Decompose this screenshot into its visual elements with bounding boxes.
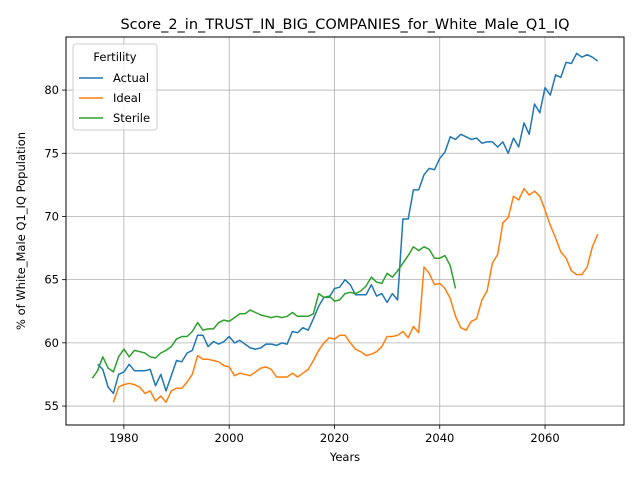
legend-label-sterile: Sterile [113, 111, 150, 125]
y-axis-ticks: 55 60 65 70 75 80 [44, 83, 66, 413]
x-tick-label: 2060 [530, 431, 559, 445]
x-tick-label: 2000 [215, 431, 244, 445]
legend: Fertility Actual Ideal Sterile [72, 43, 158, 131]
y-tick-label: 70 [44, 209, 59, 223]
chart-title: Score_2_in_TRUST_IN_BIG_COMPANIES_for_Wh… [120, 17, 569, 33]
legend-label-ideal: Ideal [113, 91, 141, 105]
y-axis-label: % of White_Male Q1_IQ Population [14, 132, 28, 330]
grid-lines [66, 37, 624, 425]
y-tick-label: 60 [44, 336, 59, 350]
x-axis-label: Years [329, 450, 360, 464]
series-line-actual [97, 52, 599, 395]
series-line-ideal [112, 187, 599, 404]
legend-label-actual: Actual [113, 71, 149, 85]
x-axis-ticks: 1980 2000 2020 2040 2060 [109, 425, 560, 445]
data-series [91, 52, 599, 404]
legend-items: Actual Ideal Sterile [79, 71, 150, 125]
x-tick-label: 2040 [425, 431, 454, 445]
y-tick-label: 75 [44, 146, 59, 160]
series-line-sterile [91, 246, 457, 379]
legend-box [72, 43, 158, 131]
x-tick-label: 1980 [109, 431, 138, 445]
legend-title: Fertility [93, 50, 136, 64]
y-tick-label: 65 [44, 273, 59, 287]
x-tick-label: 2020 [320, 431, 349, 445]
y-tick-label: 80 [44, 83, 59, 97]
plot-frame [65, 36, 625, 426]
y-tick-label: 55 [44, 399, 59, 413]
